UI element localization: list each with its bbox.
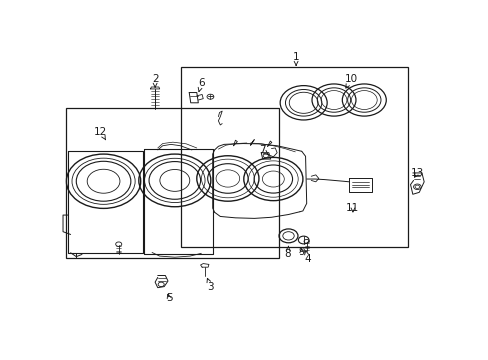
Text: 2: 2 [151, 74, 158, 87]
Text: 11: 11 [346, 203, 359, 213]
Text: 3: 3 [206, 278, 214, 292]
Text: 4: 4 [304, 251, 310, 264]
Text: 7: 7 [258, 145, 268, 155]
Text: 5: 5 [165, 293, 172, 303]
Text: 8: 8 [284, 246, 290, 259]
Bar [180, 67, 407, 247]
Text: 10: 10 [344, 74, 357, 88]
Bar [65, 108, 279, 258]
Text: 1: 1 [292, 52, 299, 65]
Text: 9: 9 [298, 247, 305, 257]
Text: 6: 6 [198, 78, 204, 92]
Text: 13: 13 [410, 168, 423, 178]
Text: 12: 12 [94, 127, 107, 140]
